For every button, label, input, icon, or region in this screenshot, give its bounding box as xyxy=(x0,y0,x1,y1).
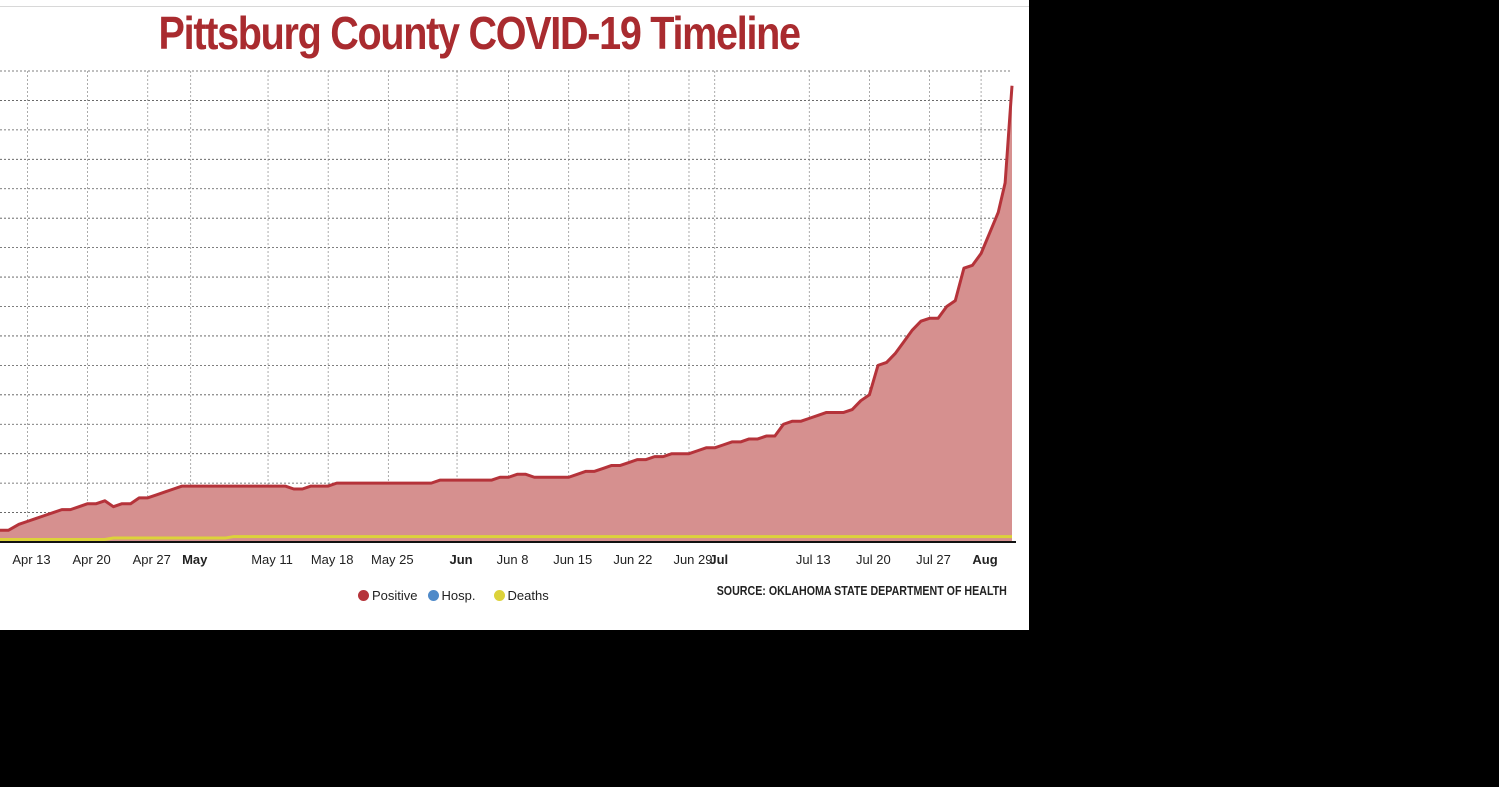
x-tick-label: Jun 29 xyxy=(673,552,712,567)
x-tick-label: Jul 13 xyxy=(796,552,831,567)
legend-label-deaths: Deaths xyxy=(507,588,549,603)
x-tick-label: Jun 8 xyxy=(497,552,529,567)
chart-panel: Pittsburg County COVID-19 Timeline Apr 1… xyxy=(0,0,1029,630)
x-tick-label: May xyxy=(182,552,208,567)
positive-area-layer xyxy=(0,85,1014,542)
x-tick-label: Apr 27 xyxy=(133,552,171,567)
x-tick-label: Jun xyxy=(449,552,472,567)
x-tick-label: Jul xyxy=(709,552,728,567)
x-axis-ticks: Apr 13 Apr 20 Apr 27 May May 11 May 18 May 25 J… xyxy=(0,541,1016,567)
x-tick-label: Jul 20 xyxy=(856,552,891,567)
legend: Positive Hosp. Deaths xyxy=(358,588,559,603)
legend-dot-deaths xyxy=(493,590,505,601)
legend-item-deaths: Deaths xyxy=(493,588,549,603)
x-tick-label: Jun 15 xyxy=(553,552,592,567)
chart-title: Pittsburg County COVID-19 Timeline xyxy=(158,7,801,59)
x-tick-label: Jun 22 xyxy=(613,552,652,567)
positive-area xyxy=(0,85,1012,542)
legend-item-positive: Positive xyxy=(358,588,418,603)
legend-dot-positive xyxy=(358,590,369,601)
legend-label-positive: Positive xyxy=(372,588,418,603)
x-tick-label: Apr 13 xyxy=(12,552,50,567)
x-tick-label: May 11 xyxy=(251,552,293,567)
x-tick-label: May 25 xyxy=(371,552,414,567)
x-tick-label: Jul 27 xyxy=(916,552,951,567)
plot-area: Apr 13 Apr 20 Apr 27 May May 11 May 18 May 25 J… xyxy=(0,70,1016,567)
positive-line xyxy=(0,85,1014,532)
legend-label-hosp: Hosp. xyxy=(441,588,476,603)
source-note: SOURCE: OKLAHOMA STATE DEPARTMENT OF HEA… xyxy=(716,583,1007,598)
x-tick-label: May 18 xyxy=(311,552,354,567)
legend-item-hosp: Hosp. xyxy=(427,588,476,603)
deaths-line xyxy=(0,535,1012,542)
x-tick-label: Apr 20 xyxy=(72,552,110,567)
top-divider xyxy=(0,6,1029,7)
x-tick-label: Aug xyxy=(972,552,997,567)
legend-dot-hosp xyxy=(427,590,439,601)
